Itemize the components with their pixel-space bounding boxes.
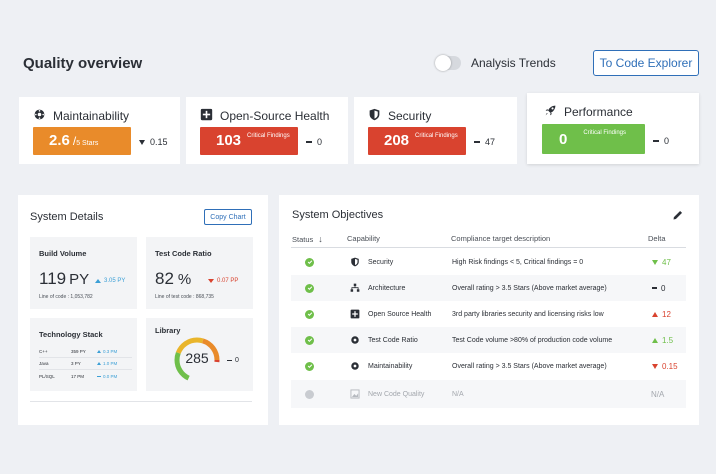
column-header-status[interactable]: Status ↓: [292, 234, 323, 244]
to-code-explorer-button[interactable]: To Code Explorer: [593, 50, 699, 76]
metric-card-security[interactable]: Security 208 Critical Findings 47: [354, 97, 517, 164]
tech-stack-list: C++ 359 PY 0.3 PM Java 3 PY 1.0 PM PL/SQ…: [39, 346, 132, 382]
panel-title: System Objectives: [292, 209, 384, 221]
build-volume-change: 3.05 PY: [95, 278, 125, 284]
shield-icon: [350, 249, 360, 275]
edit-pencil-icon[interactable]: [672, 208, 684, 226]
image-icon: [350, 380, 360, 408]
metric-card-maintainability[interactable]: Maintainability 2.6 /5 Stars 0.15: [19, 97, 180, 164]
test-code-ratio-tile[interactable]: Test Code Ratio 82 % 0.07 PP Line of tes…: [146, 237, 253, 309]
gear-icon: [350, 327, 360, 353]
status-disabled-icon: [305, 389, 314, 399]
score-badge: 103 Critical Findings: [200, 127, 298, 155]
build-volume-tile[interactable]: Build Volume 119 PY 3.05 PY Line of code…: [30, 237, 137, 309]
table-row[interactable]: Maintainability Overall rating > 3.5 Sta…: [291, 353, 686, 379]
library-donut-chart: [174, 337, 220, 383]
system-details-panel: System Details Copy Chart Build Volume 1…: [18, 195, 268, 425]
column-header-capability: Capability: [347, 234, 380, 243]
column-header-compliance: Compliance target description: [451, 234, 551, 243]
divider: [30, 401, 252, 402]
list-item: Java 3 PY 1.0 PM: [39, 358, 132, 370]
score-badge: 0 Critical Findings: [542, 124, 645, 154]
gear-icon: [350, 353, 360, 379]
test-ratio-change: 0.07 PP: [208, 278, 238, 284]
metric-name: Open-Source Health: [220, 109, 330, 123]
metric-delta: 47: [474, 137, 495, 147]
table-row[interactable]: Test Code Ratio Test Code volume >80% of…: [291, 327, 686, 353]
header-divider: [291, 247, 686, 248]
table-row[interactable]: Security High Risk findings < 5, Critica…: [291, 249, 686, 275]
column-header-delta: Delta: [648, 234, 666, 243]
page-title: Quality overview: [23, 55, 143, 72]
metric-name: Security: [388, 109, 432, 123]
technology-stack-tile[interactable]: Technology Stack C++ 359 PY 0.3 PM Java …: [30, 318, 137, 391]
medical-cross-icon: [350, 301, 360, 327]
list-item: PL/SQL 17 PM 0.0 PM: [39, 373, 118, 379]
score-badge: 208 Critical Findings: [368, 127, 466, 155]
check-circle-icon: [305, 361, 314, 371]
metric-name: Performance: [564, 105, 633, 119]
score-badge: 2.6 /5 Stars: [33, 127, 131, 155]
shield-icon: [368, 108, 381, 124]
table-row[interactable]: Architecture Overall rating > 3.5 Stars …: [291, 275, 686, 301]
toggle-label: Analysis Trends: [471, 56, 556, 70]
metric-delta: 0: [306, 137, 322, 147]
copy-chart-button[interactable]: Copy Chart: [204, 209, 252, 225]
medical-cross-icon: [200, 108, 213, 124]
hierarchy-icon: [350, 275, 360, 301]
rocket-icon: [544, 104, 557, 120]
metric-card-performance[interactable]: Performance 0 Critical Findings 0: [527, 93, 699, 164]
arrow-down-icon: ↓: [318, 234, 323, 244]
check-circle-icon: [305, 283, 314, 293]
analysis-trends-toggle[interactable]: Analysis Trends: [435, 55, 556, 71]
list-item: C++ 359 PY 0.3 PM: [39, 346, 132, 358]
table-row[interactable]: New Code Quality N/A N/A: [291, 380, 686, 408]
table-row[interactable]: Open Source Health 3rd party libraries s…: [291, 301, 686, 327]
check-circle-icon: [305, 335, 314, 345]
library-delta: 0: [227, 357, 239, 364]
library-tile[interactable]: Library 285 0: [146, 318, 253, 391]
toggle-switch[interactable]: [435, 55, 461, 71]
metric-name: Maintainability: [53, 109, 130, 123]
check-circle-icon: [305, 309, 314, 319]
panel-title: System Details: [30, 211, 104, 223]
check-circle-icon: [305, 257, 314, 267]
gear-icon: [33, 108, 46, 124]
metric-delta: 0.15: [139, 137, 168, 147]
metric-card-open-source-health[interactable]: Open-Source Health 103 Critical Findings…: [186, 97, 348, 164]
metric-delta: 0: [653, 136, 669, 146]
library-count: 285: [185, 350, 209, 366]
